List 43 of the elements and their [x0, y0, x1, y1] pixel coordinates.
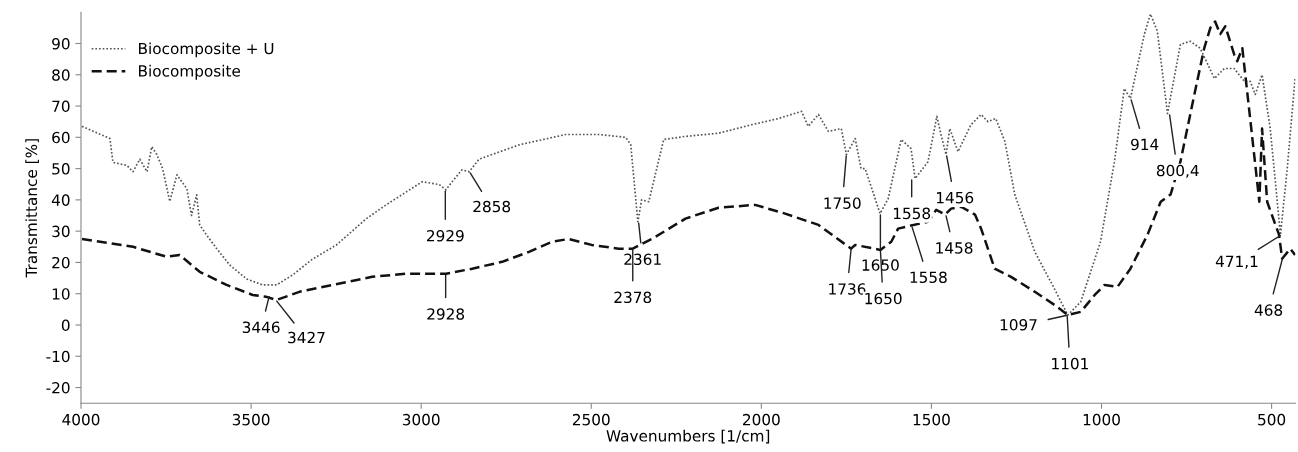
annotation: 468 [1254, 304, 1283, 316]
annotation: 1456 [936, 191, 974, 204]
y-tick-label: 10 [52, 288, 70, 300]
y-tick-label: 60 [52, 131, 70, 144]
x-tick-label: 2500 [572, 413, 610, 426]
annotation: 800,4 [1156, 164, 1199, 178]
annotation: 3427 [288, 331, 325, 344]
annotation: 914 [1131, 138, 1159, 151]
y-tick-label: 30 [52, 225, 70, 238]
annotation: 3446 [242, 321, 280, 334]
y-tick-label: 0 [61, 319, 70, 332]
x-tick-label: 4000 [62, 413, 100, 426]
annotation: 1650 [865, 292, 902, 305]
y-tick-label: -20 [46, 382, 70, 394]
annotation: 1101 [1052, 357, 1088, 370]
y-tick-label: 80 [52, 69, 70, 81]
y-axis-title: Transmittance [%] [25, 139, 39, 278]
y-tick-label: 50 [52, 163, 70, 175]
x-tick-label: 3000 [402, 413, 440, 426]
y-tick-label: 20 [52, 256, 70, 269]
x-tick-label: 1000 [1083, 413, 1120, 426]
annotation: 1736 [829, 283, 866, 295]
y-tick-label: -10 [46, 350, 70, 363]
annotation: 471,1 [1215, 255, 1258, 269]
x-tick-label: 2000 [743, 413, 780, 426]
legend-label: Biocomposite + U [139, 42, 274, 58]
y-tick-label: 90 [52, 37, 70, 50]
annotation: 2929 [427, 229, 464, 242]
annotation: 1750 [824, 197, 861, 209]
annotation: 2928 [427, 308, 465, 320]
x-tick-label: 3500 [232, 413, 270, 426]
annotation: 2378 [614, 291, 652, 304]
annotation: 1458 [936, 242, 973, 254]
annotation: 1558 [910, 271, 947, 284]
x-tick-label: 500 [1258, 413, 1286, 426]
y-tick-label: 40 [51, 194, 70, 206]
x-axis-title: Wavenumbers [1/cm] [606, 429, 770, 444]
annotation: 1558 [893, 207, 931, 220]
legend-label: Biocomposite [139, 64, 241, 80]
annotation: 1097 [1000, 318, 1037, 331]
x-tick-label: 1500 [913, 413, 950, 426]
y-tick-label: 70 [52, 100, 70, 113]
annotation: 2858 [473, 200, 511, 213]
